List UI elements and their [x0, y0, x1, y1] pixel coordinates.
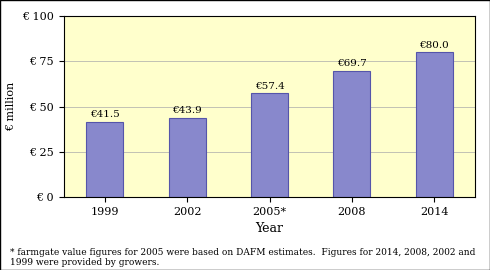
Text: €43.9: €43.9 [172, 106, 202, 115]
Bar [86, 122, 123, 197]
Bar [416, 52, 453, 197]
Bar [251, 93, 288, 197]
Text: €69.7: €69.7 [337, 59, 367, 68]
Text: €57.4: €57.4 [255, 82, 284, 90]
Y-axis label: € million: € million [6, 82, 17, 131]
Text: * farmgate value figures for 2005 were based on DAFM estimates.  Figures for 201: * farmgate value figures for 2005 were b… [10, 248, 475, 267]
Bar [333, 71, 370, 197]
X-axis label: Year: Year [255, 222, 284, 235]
Bar [169, 118, 206, 197]
Text: €41.5: €41.5 [90, 110, 120, 119]
Text: €80.0: €80.0 [419, 41, 449, 50]
